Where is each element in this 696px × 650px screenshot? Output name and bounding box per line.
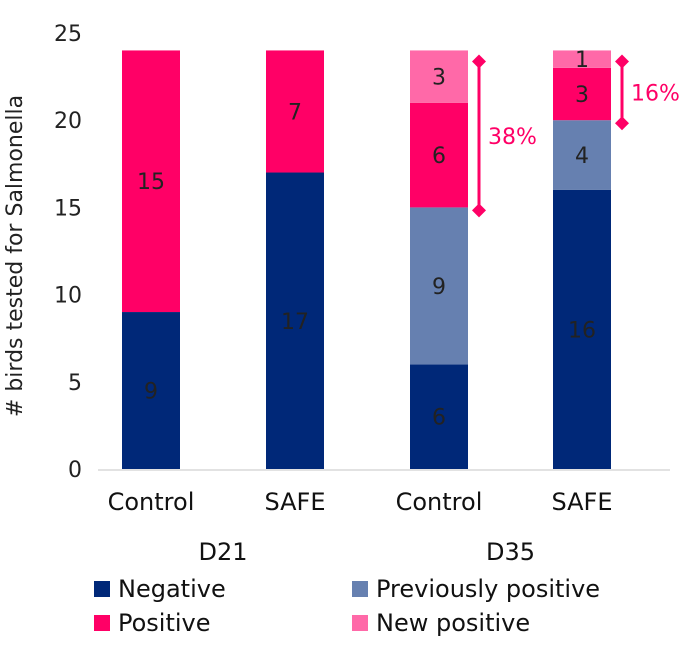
legend-label: New positive [376, 609, 530, 637]
bar-segment-positive [122, 50, 180, 313]
data-label: 4 [575, 144, 589, 169]
data-label: 9 [144, 380, 158, 405]
data-label: 7 [288, 100, 302, 125]
bar-segment-previously-positive [410, 207, 468, 365]
legend-label: Positive [118, 609, 211, 637]
y-axis-label: # birds tested for Salmonella [3, 95, 28, 417]
bar-segment-new-positive [410, 50, 468, 103]
annotation-percent-label: 38% [488, 125, 537, 150]
data-label: 3 [575, 83, 589, 108]
category-label: Control [396, 488, 483, 516]
bar-segment-positive [410, 102, 468, 208]
bar-segment-negative [410, 364, 468, 469]
data-label: 1 [575, 48, 589, 73]
y-tick-label: 5 [68, 371, 82, 396]
category-label: Control [108, 488, 195, 516]
bar-segment-negative [553, 189, 611, 469]
legend-swatch [94, 581, 110, 597]
category-label: SAFE [551, 488, 612, 516]
annotation-diamond-marker [472, 54, 486, 69]
annotation-diamond-marker [615, 54, 629, 69]
y-tick-label: 10 [54, 284, 82, 309]
legend-swatch [94, 615, 110, 631]
data-label: 15 [137, 170, 165, 195]
category-label: SAFE [264, 488, 325, 516]
y-tick-label: 25 [54, 22, 82, 47]
bar-segment-positive [266, 50, 324, 173]
data-label: 6 [432, 144, 446, 169]
data-label: 17 [281, 310, 309, 335]
y-tick-label: 0 [68, 458, 82, 483]
data-label: 6 [432, 406, 446, 431]
data-label: 16 [568, 318, 596, 343]
bar-segment-negative [122, 312, 180, 469]
annotation-diamond-marker [615, 116, 629, 131]
group-label: D21 [198, 538, 247, 566]
group-label: D35 [486, 538, 535, 566]
legend-label: Previously positive [376, 575, 600, 603]
data-label: 3 [432, 66, 446, 91]
bar-segment-previously-positive [553, 120, 611, 190]
data-label: 9 [432, 275, 446, 300]
legend-swatch [352, 581, 368, 597]
y-tick-label: 15 [54, 196, 82, 221]
bar-segment-new-positive [553, 50, 611, 68]
bar-segment-negative [266, 172, 324, 469]
bar-segment-positive [553, 67, 611, 121]
annotation-diamond-marker [472, 203, 486, 218]
legend-label: Negative [118, 575, 226, 603]
annotation-percent-label: 16% [631, 81, 680, 106]
legend-swatch [352, 615, 368, 631]
y-tick-label: 20 [54, 109, 82, 134]
